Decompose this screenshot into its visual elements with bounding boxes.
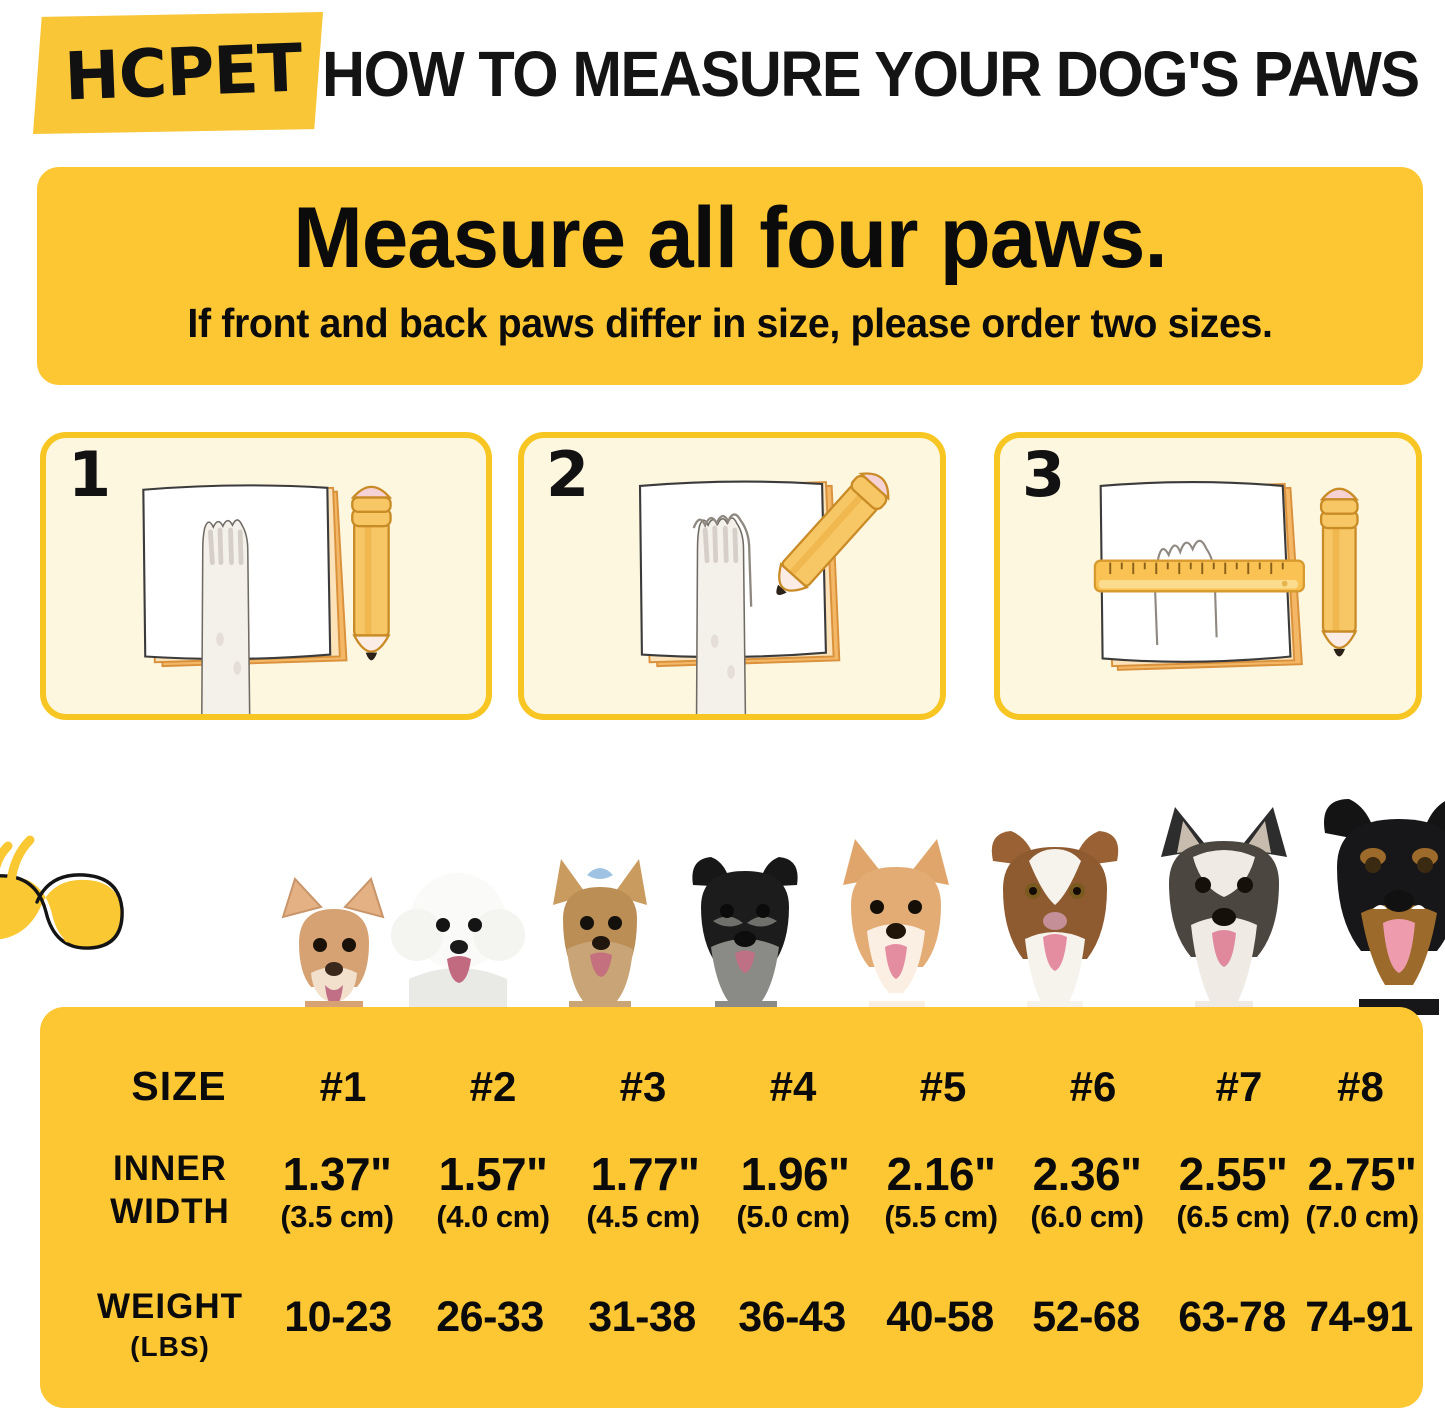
dog-bichon-frise [391, 873, 525, 1015]
row-label-weight-line2: (LBS) [130, 1331, 210, 1362]
width-in-cell-1: 1.37" [282, 1148, 392, 1200]
size-cell-1: #1 [319, 1063, 367, 1110]
weight-cell-1: 10-23 [284, 1293, 392, 1341]
step-number-3: 3 [1022, 438, 1066, 511]
width-in-cell-7: 2.55" [1178, 1148, 1288, 1200]
size-cell-2: #2 [469, 1063, 517, 1110]
dog-lineup-strip [0, 770, 1445, 1015]
row-label-inner-width-line2: WIDTH [110, 1192, 230, 1231]
width-in-cell-8: 2.75" [1307, 1148, 1417, 1200]
size-cell-7: #7 [1215, 1063, 1263, 1110]
width-cm-cell-5: (5.5 cm) [884, 1199, 998, 1234]
dog-yorkshire-terrier [553, 859, 647, 1015]
dog-schnauzer [692, 857, 798, 1015]
step-card-2: 2 [518, 432, 946, 720]
width-cm-cell-6: (6.0 cm) [1030, 1199, 1144, 1234]
width-cm-cell-4: (5.0 cm) [736, 1199, 850, 1234]
tracing-paw-illustration [638, 472, 890, 714]
ruler-measure-illustration [1093, 481, 1359, 671]
step-number-2: 2 [546, 438, 590, 511]
steps-row: 1 [0, 432, 1445, 727]
width-in-cell-3: 1.77" [590, 1148, 700, 1200]
row-label-inner-width: INNER WIDTH [70, 1147, 270, 1233]
width-cm-cell-1: (3.5 cm) [280, 1199, 394, 1234]
paw-on-paper-illustration [142, 484, 393, 714]
pencil-icon [1319, 487, 1359, 657]
width-cm-cell-8: (7.0 cm) [1305, 1199, 1419, 1234]
banner-headline: Measure all four paws. [293, 190, 1167, 286]
size-cell-6: #6 [1069, 1063, 1117, 1110]
step-card-1: 1 [40, 432, 492, 720]
weight-cell-4: 36-43 [738, 1293, 846, 1341]
motion-lines-icon [0, 835, 108, 946]
dog-rottweiler [1324, 799, 1445, 1015]
brand-badge [33, 12, 323, 134]
measure-banner: Measure all four paws. If front and back… [37, 167, 1423, 385]
weight-cell-8: 74-91 [1305, 1293, 1413, 1341]
width-in-cell-4: 1.96" [740, 1148, 850, 1200]
ruler-icon [1093, 559, 1305, 593]
weight-cell-5: 40-58 [886, 1293, 994, 1341]
weight-cell-3: 31-38 [588, 1293, 696, 1341]
step-number-1: 1 [68, 438, 112, 511]
width-cm-cell-2: (4.0 cm) [436, 1199, 550, 1234]
weight-cell-2: 26-33 [436, 1293, 544, 1341]
table-row-size: SIZE #1 #2 #3 #4 #5 #6 #7 #8 [40, 1055, 1423, 1117]
width-cm-cell-3: (4.5 cm) [586, 1199, 700, 1234]
dog-alaskan-malamute [1161, 807, 1287, 1015]
size-cell-8: #8 [1337, 1063, 1384, 1110]
swoosh-decoration-icon [0, 835, 124, 950]
width-in-cell-6: 2.36" [1032, 1148, 1142, 1200]
dog-shiba-inu [843, 839, 949, 1015]
table-row-weight: WEIGHT (LBS) 10-23 26-33 31-38 36-43 40-… [40, 1287, 1423, 1387]
size-cell-5: #5 [919, 1063, 967, 1110]
dog-chihuahua [281, 877, 385, 1015]
banner-subtext: If front and back paws differ in size, p… [187, 300, 1273, 346]
width-cm-cell-7: (6.5 cm) [1176, 1199, 1290, 1234]
dog-photo-row [255, 770, 1445, 1015]
size-cell-3: #3 [619, 1063, 667, 1110]
pencil-icon [776, 472, 890, 595]
size-cell-4: #4 [769, 1063, 817, 1110]
width-in-cell-5: 2.16" [886, 1148, 996, 1200]
brand-logo-text: HCPET [63, 28, 303, 116]
row-label-weight: WEIGHT (LBS) [64, 1287, 276, 1367]
row-label-inner-width-line1: INNER [113, 1149, 227, 1188]
dog-australian-shepherd [991, 831, 1119, 1015]
page-header: HCPET HOW TO MEASURE YOUR DOG'S PAWS [0, 0, 1445, 152]
weight-cell-7: 63-78 [1178, 1293, 1286, 1341]
table-row-inner-width: INNER WIDTH 1.37" (3.5 cm) 1.57" (4.0 cm… [40, 1147, 1423, 1257]
weight-cell-6: 52-68 [1032, 1293, 1140, 1341]
pencil-icon [350, 485, 393, 661]
step-card-3: 3 [994, 432, 1422, 720]
row-label-size: SIZE [131, 1063, 227, 1109]
row-label-weight-line1: WEIGHT [97, 1287, 243, 1326]
page-title: HOW TO MEASURE YOUR DOG'S PAWS [322, 38, 1420, 110]
width-in-cell-2: 1.57" [438, 1148, 548, 1200]
size-chart-panel: SIZE #1 #2 #3 #4 #5 #6 #7 #8 INNER WIDTH… [40, 1007, 1423, 1408]
